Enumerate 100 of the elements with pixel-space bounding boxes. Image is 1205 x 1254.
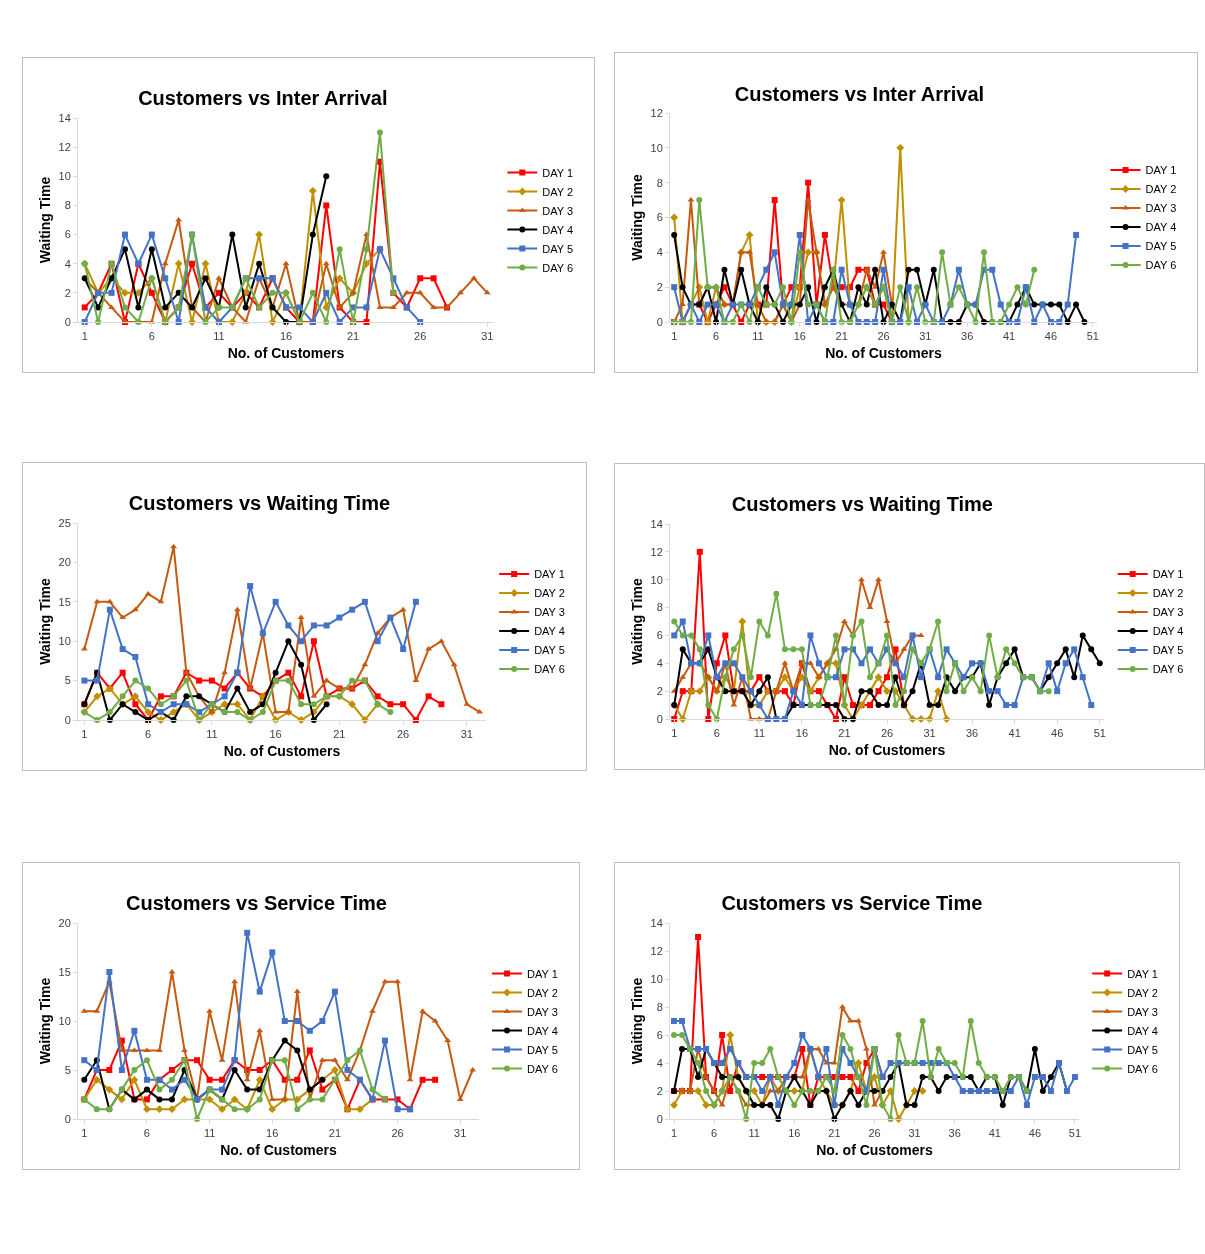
x-tick-label: 26 bbox=[397, 728, 410, 741]
legend-label: DAY 3 bbox=[1145, 202, 1177, 215]
y-tick-label: 25 bbox=[58, 516, 71, 529]
x-tick-label: 46 bbox=[1028, 1127, 1042, 1140]
y-tick-label: 8 bbox=[656, 601, 663, 614]
x-tick-label: 26 bbox=[880, 727, 894, 740]
legend-label: DAY 2 bbox=[542, 185, 574, 198]
legend-label: DAY 6 bbox=[527, 1062, 558, 1075]
y-tick-label: 4 bbox=[64, 257, 71, 270]
x-tick-label: 6 bbox=[143, 1127, 150, 1140]
legend-label: DAY 2 bbox=[1145, 183, 1177, 196]
chart-title: Customers vs Service Time bbox=[721, 892, 983, 915]
x-tick-label: 41 bbox=[1008, 727, 1021, 740]
legend-label: DAY 1 bbox=[1152, 568, 1184, 581]
chart-title: Customers vs Waiting Time bbox=[731, 493, 993, 516]
x-tick-label: 6 bbox=[145, 728, 152, 741]
x-tick-label: 31 bbox=[923, 727, 936, 740]
y-tick-label: 10 bbox=[650, 972, 663, 985]
x-tick-label: 16 bbox=[266, 1127, 279, 1140]
x-tick-label: 1 bbox=[81, 1127, 88, 1140]
x-tick-label: 1 bbox=[670, 1127, 678, 1140]
chart-title: Customers vs Waiting Time bbox=[128, 492, 391, 515]
x-tick-label: 16 bbox=[788, 1127, 801, 1140]
legend-label: DAY 4 bbox=[1127, 1024, 1158, 1037]
y-tick-label: 20 bbox=[58, 556, 71, 569]
y-tick-label: 8 bbox=[64, 199, 71, 212]
x-tick-label: 36 bbox=[961, 330, 974, 343]
x-tick-label: 51 bbox=[1068, 1127, 1082, 1140]
x-tick-label: 21 bbox=[828, 1127, 841, 1140]
legend-label: DAY 1 bbox=[534, 568, 565, 581]
legend-label: DAY 1 bbox=[542, 166, 574, 179]
x-tick-label: 36 bbox=[948, 1127, 961, 1140]
y-tick-label: 14 bbox=[58, 111, 71, 124]
y-tick-label: 10 bbox=[650, 573, 663, 586]
x-tick-label: 26 bbox=[877, 330, 890, 343]
y-tick-label: 2 bbox=[656, 281, 663, 294]
y-tick-label: 8 bbox=[656, 1000, 663, 1013]
x-tick-label: 11 bbox=[206, 728, 218, 741]
x-axis-title: No. of Customers bbox=[828, 741, 946, 758]
legend-label: DAY 5 bbox=[1152, 644, 1184, 657]
x-tick-label: 11 bbox=[213, 330, 225, 343]
y-tick-label: 0 bbox=[64, 1112, 71, 1125]
y-tick-label: 8 bbox=[656, 176, 663, 189]
y-tick-label: 0 bbox=[656, 1112, 663, 1125]
x-tick-label: 6 bbox=[711, 1127, 718, 1140]
y-tick-label: 6 bbox=[656, 211, 663, 224]
legend-label: DAY 3 bbox=[1127, 1005, 1158, 1018]
x-axis-title: No. of Customers bbox=[816, 1141, 934, 1158]
legend-label: DAY 6 bbox=[1152, 663, 1184, 676]
x-tick-label: 1 bbox=[671, 330, 678, 343]
legend-label: DAY 6 bbox=[1145, 259, 1177, 272]
legend-label: DAY 1 bbox=[527, 967, 558, 980]
x-tick-label: 36 bbox=[965, 727, 979, 740]
x-tick-label: 46 bbox=[1051, 727, 1064, 740]
legend-label: DAY 3 bbox=[542, 204, 574, 217]
legend-label: DAY 2 bbox=[1152, 587, 1184, 600]
x-tick-label: 21 bbox=[346, 330, 360, 343]
x-tick-label: 11 bbox=[752, 330, 764, 343]
legend-label: DAY 5 bbox=[542, 242, 574, 255]
y-tick-label: 12 bbox=[650, 106, 663, 119]
y-tick-label: 14 bbox=[650, 916, 663, 929]
x-tick-label: 31 bbox=[908, 1127, 921, 1140]
x-axis-title: No. of Customers bbox=[220, 1141, 338, 1158]
y-tick-label: 20 bbox=[58, 916, 71, 929]
y-axis-title: Waiting Time bbox=[37, 176, 54, 264]
y-tick-label: 4 bbox=[656, 1056, 663, 1069]
y-tick-label: 0 bbox=[64, 713, 71, 726]
y-tick-label: 14 bbox=[650, 517, 663, 530]
legend-label: DAY 2 bbox=[534, 587, 565, 600]
y-tick-label: 10 bbox=[58, 170, 71, 183]
y-tick-label: 4 bbox=[656, 657, 663, 670]
legend-label: DAY 6 bbox=[534, 663, 565, 676]
x-tick-label: 11 bbox=[203, 1127, 216, 1140]
legend-label: DAY 5 bbox=[534, 644, 565, 657]
legend-label: DAY 4 bbox=[1145, 221, 1177, 234]
y-tick-label: 12 bbox=[650, 944, 663, 957]
x-tick-label: 11 bbox=[748, 1127, 760, 1140]
legend-label: DAY 4 bbox=[527, 1024, 558, 1037]
legend-label: DAY 3 bbox=[527, 1005, 558, 1018]
x-tick-label: 1 bbox=[81, 330, 88, 343]
legend-label: DAY 5 bbox=[1127, 1043, 1158, 1056]
legend-label: DAY 4 bbox=[534, 625, 565, 638]
x-tick-label: 6 bbox=[713, 727, 720, 740]
y-axis-title: Waiting Time bbox=[37, 977, 54, 1065]
x-axis-title: No. of Customers bbox=[825, 344, 943, 361]
legend-label: DAY 2 bbox=[1127, 986, 1158, 999]
legend-label: DAY 3 bbox=[534, 606, 565, 619]
y-tick-label: 2 bbox=[656, 1084, 663, 1097]
x-tick-label: 31 bbox=[919, 330, 932, 343]
y-tick-label: 10 bbox=[58, 635, 71, 648]
y-tick-label: 6 bbox=[656, 1028, 663, 1041]
legend-label: DAY 6 bbox=[542, 261, 574, 274]
x-tick-label: 46 bbox=[1044, 330, 1058, 343]
chart-title: Customers vs Inter Arrival bbox=[734, 82, 985, 105]
x-tick-label: 16 bbox=[269, 728, 282, 741]
x-tick-label: 21 bbox=[838, 727, 851, 740]
y-tick-label: 15 bbox=[58, 965, 71, 978]
legend-label: DAY 2 bbox=[527, 986, 558, 999]
x-tick-label: 31 bbox=[454, 1127, 467, 1140]
x-tick-label: 21 bbox=[835, 330, 848, 343]
